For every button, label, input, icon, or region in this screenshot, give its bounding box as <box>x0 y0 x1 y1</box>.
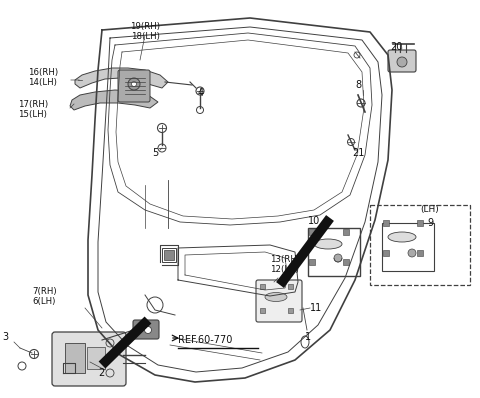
FancyBboxPatch shape <box>118 70 150 102</box>
Circle shape <box>408 249 416 257</box>
Circle shape <box>334 254 342 262</box>
Bar <box>162 248 176 262</box>
Text: 16(RH)
14(LH): 16(RH) 14(LH) <box>28 68 58 88</box>
Circle shape <box>132 82 136 86</box>
FancyBboxPatch shape <box>388 50 416 72</box>
Circle shape <box>144 326 152 334</box>
Text: 21: 21 <box>352 148 364 158</box>
Bar <box>417 250 423 256</box>
Bar <box>260 308 264 312</box>
Text: 8: 8 <box>355 80 361 90</box>
Circle shape <box>18 362 26 370</box>
Polygon shape <box>75 68 168 88</box>
Bar <box>383 250 389 256</box>
Text: 4: 4 <box>198 88 204 98</box>
Circle shape <box>348 139 355 146</box>
Polygon shape <box>70 90 158 110</box>
Ellipse shape <box>314 239 342 249</box>
Text: 5: 5 <box>152 148 158 158</box>
Text: 11: 11 <box>310 303 322 313</box>
Text: 20: 20 <box>390 42 402 52</box>
Bar <box>343 259 349 265</box>
Bar <box>382 223 434 271</box>
Text: (LH): (LH) <box>420 205 439 214</box>
Ellipse shape <box>265 293 287 302</box>
FancyBboxPatch shape <box>133 320 159 339</box>
Text: 9: 9 <box>427 218 433 228</box>
Text: REF.60-770: REF.60-770 <box>178 335 232 345</box>
Text: 3: 3 <box>2 332 8 342</box>
Bar <box>308 228 360 276</box>
Bar <box>260 283 264 289</box>
FancyBboxPatch shape <box>256 280 302 322</box>
Bar <box>370 205 470 285</box>
Bar <box>288 308 292 312</box>
Bar <box>164 250 174 260</box>
Circle shape <box>357 99 365 107</box>
Bar <box>65 343 85 373</box>
Bar <box>343 229 349 235</box>
Circle shape <box>196 87 204 95</box>
Text: 2: 2 <box>98 368 104 378</box>
Bar <box>383 220 389 226</box>
Text: 19(RH)
18(LH): 19(RH) 18(LH) <box>130 22 160 41</box>
Bar <box>309 229 315 235</box>
Circle shape <box>128 78 140 90</box>
Bar <box>288 283 292 289</box>
Bar <box>87 347 105 369</box>
Text: 7(RH)
6(LH): 7(RH) 6(LH) <box>32 287 57 306</box>
Text: 13(RH)
12(LH): 13(RH) 12(LH) <box>270 255 300 274</box>
Text: 17(RH)
15(LH): 17(RH) 15(LH) <box>18 100 48 119</box>
Circle shape <box>158 144 166 152</box>
Circle shape <box>157 123 167 133</box>
Circle shape <box>29 349 38 359</box>
Text: 1: 1 <box>305 332 311 342</box>
Circle shape <box>397 57 407 67</box>
Bar <box>417 220 423 226</box>
Circle shape <box>196 107 204 113</box>
Bar <box>309 259 315 265</box>
FancyBboxPatch shape <box>52 332 126 386</box>
Text: 10: 10 <box>308 216 320 226</box>
Ellipse shape <box>388 232 416 242</box>
